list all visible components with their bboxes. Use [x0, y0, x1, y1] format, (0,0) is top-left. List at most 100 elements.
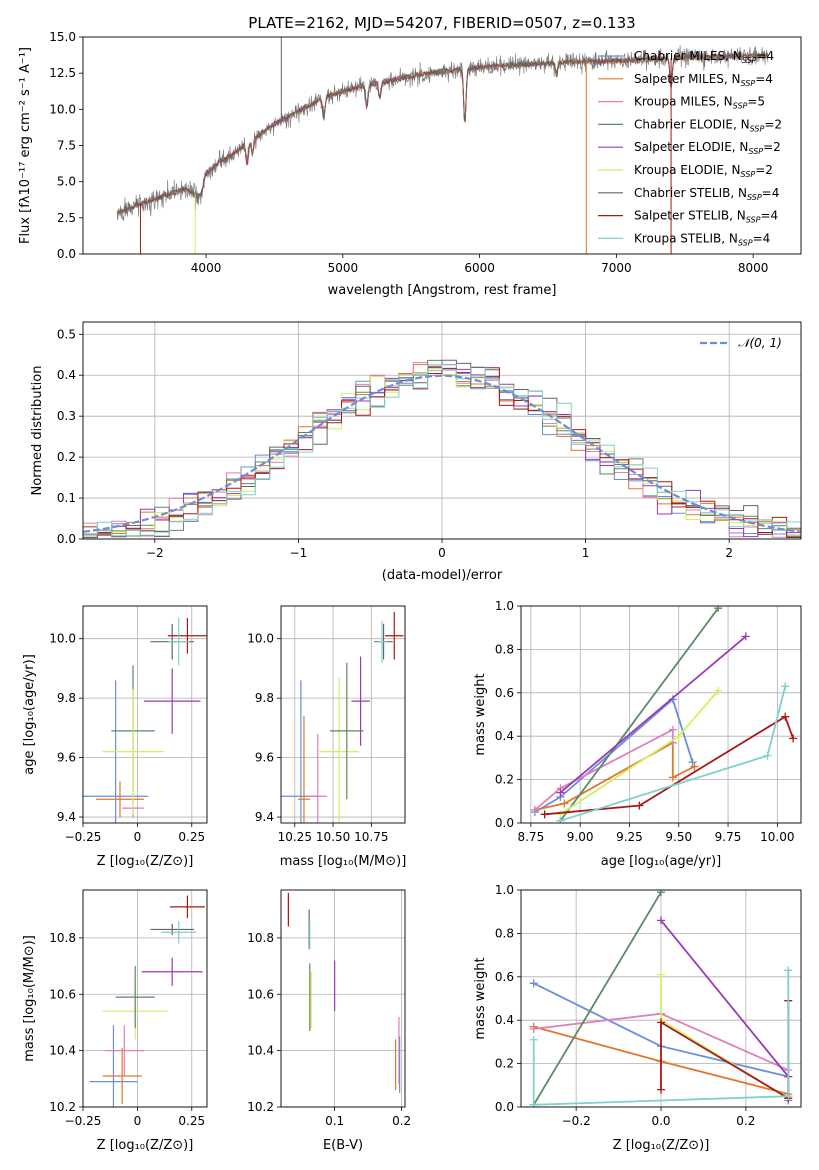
legend-suffix: =5: [747, 95, 765, 109]
y-tick-label: 0.0: [57, 532, 76, 546]
y-tick-label: 10.4: [49, 1044, 76, 1058]
x-tick-label: −1: [290, 546, 308, 560]
x-tick-label: 0.2: [392, 1114, 411, 1128]
y-axis-label: mass weight: [473, 673, 488, 755]
mass-weight-marker: [657, 916, 665, 925]
legend: 𝒩(0, 1): [700, 336, 782, 350]
legend-label: Chabrier ELODIE, N: [634, 117, 750, 131]
y-tick-label: 0.5: [57, 327, 76, 341]
mass-weight-marker: [657, 890, 665, 897]
plot-mass_vs_ebv: 0.1 0.2 10.2 10.4 10.6 10.8 E(B-V): [247, 889, 411, 1153]
mass-weight-marker: [560, 799, 569, 808]
x-axis-label: E(B-V): [323, 1138, 363, 1153]
x-tick-label: 8.75: [517, 830, 544, 844]
plot-massweight_vs_Z: −0.2 0.0 0.2 0.0 0.2 0.4 0.6 0.8 1.0 Z [log₁₀(Z/Z…: [473, 883, 802, 1153]
mass-weight-marker: [781, 682, 790, 691]
mass-weight-line: [532, 891, 662, 1106]
mass-weight-marker: [714, 686, 723, 695]
x-tick-label: 2: [725, 546, 733, 560]
y-tick-label: 12.5: [49, 66, 76, 80]
x-tick-label: 0.25: [178, 830, 205, 844]
y-tick-label: 15.0: [49, 30, 76, 44]
y-tick-label: 9.8: [255, 691, 274, 705]
y-tick-label: 0.0: [57, 247, 76, 261]
legend-entry: Kroupa ELODIE, NSSP=2: [634, 163, 773, 179]
plot-area: [281, 611, 404, 823]
x-tick-label: 0.2: [736, 1114, 755, 1128]
y-tick-label: 10.6: [49, 987, 76, 1001]
legend-label: Salpeter ELODIE, N: [634, 140, 748, 154]
y-tick-label: 7.5: [57, 139, 76, 153]
mass-weight-marker: [529, 1035, 538, 1044]
y-tick-label: 10.4: [247, 1044, 274, 1058]
mass-weight-line: [532, 970, 790, 1106]
plot-area: [530, 606, 798, 823]
y-tick-label: 0.2: [495, 773, 514, 787]
legend-suffix: =4: [760, 209, 778, 223]
mass-weight-marker: [657, 970, 665, 979]
legend-sub: SSP: [741, 170, 756, 179]
x-tick-label: −0.25: [65, 1114, 102, 1128]
x-tick-label: 0.25: [178, 1114, 205, 1128]
legend-label: Salpeter STELIB, N: [634, 209, 746, 223]
mass-weight-marker: [688, 758, 697, 767]
x-tick-label: 10.25: [278, 830, 312, 844]
x-tick-label: 10.50: [316, 830, 350, 844]
plot-area: [529, 890, 793, 1107]
y-tick-label: 0.8: [495, 642, 514, 656]
mass-weight-marker: [530, 805, 539, 814]
x-tick-label: 10.00: [760, 830, 794, 844]
legend-sub: SSP: [746, 216, 761, 225]
y-tick-label: 5.0: [57, 175, 76, 189]
x-tick-label: 8000: [738, 261, 769, 275]
y-tick-label: 0.0: [495, 816, 514, 830]
mass-weight-marker: [668, 725, 677, 734]
y-tick-label: 10.2: [49, 1100, 76, 1114]
legend-suffix: =2: [763, 140, 781, 154]
legend-sub: SSP: [747, 193, 762, 202]
y-tick-label: 10.2: [247, 1100, 274, 1114]
legend-suffix: =4: [756, 49, 774, 63]
axes-frame: [82, 321, 802, 540]
y-axis-label: mass weight: [473, 957, 488, 1039]
mass-weight-line: [660, 1000, 790, 1100]
legend-label: Kroupa MILES, N: [634, 95, 733, 109]
y-tick-label: 0.6: [495, 686, 514, 700]
axes-frame: [520, 605, 802, 824]
y-tick-label: 9.4: [255, 810, 274, 824]
y-tick-label: 10.8: [49, 931, 76, 945]
mass-weight-marker: [789, 734, 798, 743]
grid-lines: [281, 606, 405, 823]
legend-suffix: =4: [762, 186, 780, 200]
x-tick-label: −0.25: [65, 830, 102, 844]
legend-suffix: =2: [764, 117, 782, 131]
x-tick-label: 1: [582, 546, 590, 560]
y-axis-label: Normed distribution: [30, 366, 45, 496]
y-tick-label: 0.1: [57, 491, 76, 505]
x-tick-label: 5000: [328, 261, 359, 275]
axes-frame: [280, 889, 406, 1108]
legend-entry: Chabrier STELIB, NSSP=4: [634, 186, 779, 202]
y-tick-label: 10.0: [49, 102, 76, 116]
legend-sub: SSP: [748, 147, 763, 156]
y-tick-label: 10.0: [247, 632, 274, 646]
mass-weight-marker: [556, 788, 565, 797]
x-tick-label: −2: [146, 546, 164, 560]
plot-area: [83, 359, 801, 539]
legend-entry: 𝒩(0, 1): [738, 336, 782, 350]
mass-weight-line: [534, 741, 695, 811]
y-tick-label: 0.4: [57, 368, 76, 382]
x-tick-label: 10.75: [354, 830, 388, 844]
mass-weight-marker: [635, 801, 644, 810]
mass-weight-line: [660, 974, 789, 1100]
legend-suffix: =4: [753, 231, 771, 245]
x-tick-label: 7000: [601, 261, 632, 275]
legend-sub: SSP: [733, 102, 748, 111]
y-tick-label: 9.8: [57, 691, 76, 705]
mass-weight-marker: [714, 606, 723, 613]
x-tick-label: 9.50: [665, 830, 692, 844]
y-axis-label: Flux [fλ10⁻¹⁷ erg cm⁻² s⁻¹ A⁻¹]: [18, 47, 33, 244]
axes-frame: [82, 889, 208, 1108]
mass-weight-marker: [529, 1100, 538, 1107]
